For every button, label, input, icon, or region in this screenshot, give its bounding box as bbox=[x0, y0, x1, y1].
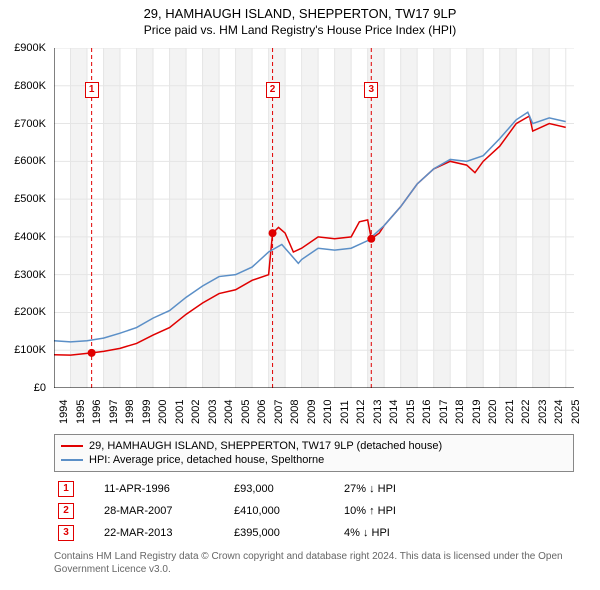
legend-label: 29, HAMHAUGH ISLAND, SHEPPERTON, TW17 9L… bbox=[89, 440, 442, 452]
chart-marker-2: 2 bbox=[266, 82, 280, 98]
transaction-delta: 4% ↓ HPI bbox=[344, 527, 464, 539]
y-tick-label: £300K bbox=[14, 269, 46, 281]
transaction-row: 3 22-MAR-2013£395,0004% ↓ HPI bbox=[54, 522, 574, 544]
x-tick-label: 1999 bbox=[141, 400, 153, 424]
transaction-date: 22-MAR-2013 bbox=[104, 527, 234, 539]
x-tick-label: 2025 bbox=[570, 400, 582, 424]
chart-marker-1: 1 bbox=[85, 82, 99, 98]
title-line-1: 29, HAMHAUGH ISLAND, SHEPPERTON, TW17 9L… bbox=[0, 6, 600, 21]
x-tick-label: 1994 bbox=[58, 400, 70, 424]
title-line-2: Price paid vs. HM Land Registry's House … bbox=[0, 23, 600, 37]
x-tick-label: 2012 bbox=[355, 400, 367, 424]
chart-area: 1 2 3 bbox=[54, 48, 574, 388]
x-tick-label: 2024 bbox=[553, 400, 565, 424]
y-tick-label: £200K bbox=[14, 306, 46, 318]
transaction-delta: 10% ↑ HPI bbox=[344, 505, 464, 517]
y-tick-label: £400K bbox=[14, 231, 46, 243]
legend-swatch bbox=[61, 445, 83, 447]
x-tick-label: 2016 bbox=[421, 400, 433, 424]
y-tick-label: £100K bbox=[14, 344, 46, 356]
transactions-table: 1 11-APR-1996£93,00027% ↓ HPI 2 28-MAR-2007… bbox=[54, 478, 574, 544]
x-tick-label: 1998 bbox=[124, 400, 136, 424]
legend-row: 29, HAMHAUGH ISLAND, SHEPPERTON, TW17 9L… bbox=[61, 439, 567, 453]
x-tick-label: 2007 bbox=[273, 400, 285, 424]
legend-swatch bbox=[61, 459, 83, 461]
x-tick-label: 2006 bbox=[256, 400, 268, 424]
title-block: 29, HAMHAUGH ISLAND, SHEPPERTON, TW17 9L… bbox=[0, 0, 600, 37]
x-tick-label: 2015 bbox=[405, 400, 417, 424]
x-tick-label: 2014 bbox=[388, 400, 400, 424]
y-tick-label: £800K bbox=[14, 80, 46, 92]
transaction-price: £395,000 bbox=[234, 527, 344, 539]
transaction-marker: 3 bbox=[58, 525, 74, 541]
x-tick-label: 2018 bbox=[454, 400, 466, 424]
x-tick-label: 2013 bbox=[372, 400, 384, 424]
y-axis-labels: £0£100K£200K£300K£400K£500K£600K£700K£80… bbox=[0, 48, 50, 388]
transaction-marker: 1 bbox=[58, 481, 74, 497]
y-tick-label: £900K bbox=[14, 42, 46, 54]
legend-row: HPI: Average price, detached house, Spel… bbox=[61, 453, 567, 467]
y-tick-label: £0 bbox=[34, 382, 46, 394]
x-tick-label: 2004 bbox=[223, 400, 235, 424]
x-tick-label: 1997 bbox=[108, 400, 120, 424]
footnote: Contains HM Land Registry data © Crown c… bbox=[54, 550, 574, 576]
transaction-date: 28-MAR-2007 bbox=[104, 505, 234, 517]
y-tick-label: £500K bbox=[14, 193, 46, 205]
x-tick-label: 1995 bbox=[75, 400, 87, 424]
plot-svg bbox=[54, 48, 574, 388]
x-tick-label: 2021 bbox=[504, 400, 516, 424]
transaction-row: 2 28-MAR-2007£410,00010% ↑ HPI bbox=[54, 500, 574, 522]
y-tick-label: £600K bbox=[14, 155, 46, 167]
legend-label: HPI: Average price, detached house, Spel… bbox=[89, 454, 324, 466]
y-tick-label: £700K bbox=[14, 118, 46, 130]
x-tick-label: 2010 bbox=[322, 400, 334, 424]
chart-container: 29, HAMHAUGH ISLAND, SHEPPERTON, TW17 9L… bbox=[0, 0, 600, 590]
x-tick-label: 2003 bbox=[207, 400, 219, 424]
x-tick-label: 2019 bbox=[471, 400, 483, 424]
x-tick-label: 1996 bbox=[91, 400, 103, 424]
legend: 29, HAMHAUGH ISLAND, SHEPPERTON, TW17 9L… bbox=[54, 434, 574, 472]
transaction-date: 11-APR-1996 bbox=[104, 483, 234, 495]
transaction-price: £410,000 bbox=[234, 505, 344, 517]
x-tick-label: 2001 bbox=[174, 400, 186, 424]
x-tick-label: 2009 bbox=[306, 400, 318, 424]
transaction-row: 1 11-APR-1996£93,00027% ↓ HPI bbox=[54, 478, 574, 500]
x-tick-label: 2011 bbox=[339, 400, 351, 424]
x-tick-label: 2017 bbox=[438, 400, 450, 424]
x-tick-label: 2023 bbox=[537, 400, 549, 424]
transaction-delta: 27% ↓ HPI bbox=[344, 483, 464, 495]
x-tick-label: 2000 bbox=[157, 400, 169, 424]
x-tick-label: 2008 bbox=[289, 400, 301, 424]
x-tick-label: 2002 bbox=[190, 400, 202, 424]
x-tick-label: 2005 bbox=[240, 400, 252, 424]
transaction-marker: 2 bbox=[58, 503, 74, 519]
chart-marker-3: 3 bbox=[364, 82, 378, 98]
transaction-price: £93,000 bbox=[234, 483, 344, 495]
x-axis-labels: 1994 1995 1996 1997 1998 1999 2000 2001 2002 2003… bbox=[54, 390, 574, 430]
x-tick-label: 2020 bbox=[487, 400, 499, 424]
x-tick-label: 2022 bbox=[520, 400, 532, 424]
